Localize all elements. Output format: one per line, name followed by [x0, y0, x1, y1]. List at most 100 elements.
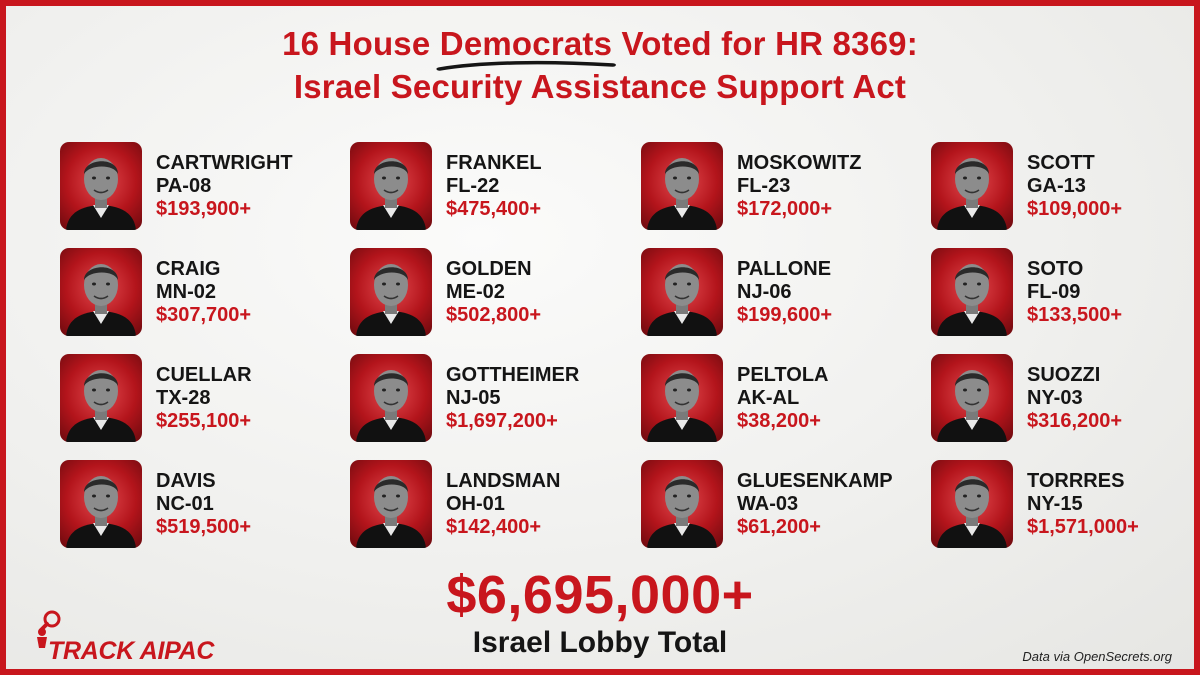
- representative-card: CARTWRIGHT PA-08 $193,900+: [60, 142, 340, 234]
- representative-name: CRAIG: [156, 258, 221, 280]
- representative-card: PALLONE NJ-06 $199,600+: [641, 248, 921, 340]
- representative-amount: $1,571,000+: [1027, 516, 1139, 538]
- portrait-silhouette-icon: [66, 264, 136, 336]
- representative-district: FL-23: [737, 175, 791, 197]
- representative-info: GOLDEN ME-02 $502,800+: [446, 258, 541, 327]
- representative-amount: $519,500+: [156, 516, 252, 538]
- portrait-photo: [350, 142, 432, 230]
- representative-card: CUELLAR TX-28 $255,100+: [60, 354, 340, 446]
- portrait-photo: [641, 460, 723, 548]
- representative-district: PA-08: [156, 175, 212, 197]
- portrait-silhouette-icon: [647, 158, 717, 230]
- portrait-photo: [641, 354, 723, 442]
- portrait-silhouette-icon: [356, 158, 426, 230]
- portrait-silhouette-icon: [937, 264, 1007, 336]
- portrait-photo: [350, 354, 432, 442]
- person-magnifier-icon: [37, 610, 61, 648]
- total-label: Israel Lobby Total: [472, 626, 728, 659]
- representative-district: TX-28: [156, 387, 211, 409]
- representative-district: NC-01: [156, 493, 214, 515]
- portrait-photo: [931, 248, 1013, 336]
- representative-district: MN-02: [156, 281, 217, 303]
- representative-card: MOSKOWITZ FL-23 $172,000+: [641, 142, 921, 234]
- representative-info: DAVIS NC-01 $519,500+: [156, 470, 251, 539]
- representative-info: SOTO FL-09 $133,500+: [1027, 258, 1122, 327]
- representative-amount: $475,400+: [446, 198, 542, 220]
- portrait-silhouette-icon: [356, 370, 426, 442]
- representative-card: TORRRES NY-15 $1,571,000+: [931, 460, 1194, 552]
- representative-district: OH-01: [446, 493, 505, 515]
- representative-name: TORRRES: [1027, 470, 1125, 492]
- representative-amount: $502,800+: [446, 304, 542, 326]
- representative-card: PELTOLA AK-AL $38,200+: [641, 354, 921, 446]
- representative-info: CUELLAR TX-28 $255,100+: [156, 364, 252, 433]
- representative-district: WA-03: [737, 493, 799, 515]
- representative-name: PALLONE: [737, 258, 832, 280]
- representative-district: NY-15: [1027, 493, 1083, 515]
- representative-info: CRAIG MN-02 $307,700+: [156, 258, 251, 327]
- representative-info: PALLONE NJ-06 $199,600+: [737, 258, 832, 327]
- representative-info: TORRRES NY-15 $1,571,000+: [1027, 470, 1139, 539]
- portrait-photo: [60, 142, 142, 230]
- track-aipac-logo: TRACK AIPAC: [32, 610, 232, 666]
- logo-text: TRACK AIPAC: [48, 637, 215, 665]
- representative-amount: $193,900+: [156, 198, 252, 220]
- representative-name: MOSKOWITZ: [737, 152, 862, 174]
- representative-card: SCOTT GA-13 $109,000+: [931, 142, 1194, 234]
- portrait-photo: [641, 248, 723, 336]
- portrait-photo: [931, 460, 1013, 548]
- representative-district: NJ-05: [446, 387, 501, 409]
- portrait-silhouette-icon: [937, 370, 1007, 442]
- representative-info: LANDSMAN OH-01 $142,400+: [446, 470, 560, 539]
- portrait-photo: [60, 460, 142, 548]
- portrait-silhouette-icon: [937, 158, 1007, 230]
- representative-amount: $133,500+: [1027, 304, 1123, 326]
- portrait-photo: [350, 248, 432, 336]
- representative-card: DAVIS NC-01 $519,500+: [60, 460, 340, 552]
- headline-line-1: 16 House Democrats Voted for HR 8369:: [6, 22, 1194, 71]
- headline-highlight-text: Democrats: [439, 25, 613, 62]
- data-source: Data via OpenSecrets.org: [1022, 649, 1172, 664]
- representative-card: GOTTHEIMER NJ-05 $1,697,200+: [350, 354, 630, 446]
- headline-prefix: 16 House: [282, 25, 440, 62]
- representative-info: GLUESENKAMP WA-03 $61,200+: [737, 470, 893, 539]
- representative-amount: $172,000+: [737, 198, 833, 220]
- representative-info: FRANKEL FL-22 $475,400+: [446, 152, 542, 221]
- representative-name: PELTOLA: [737, 364, 829, 386]
- headline-line-2: Israel Security Assistance Support Act: [293, 68, 907, 105]
- representative-card: LANDSMAN OH-01 $142,400+: [350, 460, 630, 552]
- portrait-silhouette-icon: [647, 370, 717, 442]
- representative-card: GOLDEN ME-02 $502,800+: [350, 248, 630, 340]
- representative-card: SOTO FL-09 $133,500+: [931, 248, 1194, 340]
- brush-underline-icon: [436, 60, 616, 71]
- portrait-photo: [931, 142, 1013, 230]
- representative-name: GOLDEN: [446, 258, 532, 280]
- portrait-silhouette-icon: [66, 370, 136, 442]
- representative-card: CRAIG MN-02 $307,700+: [60, 248, 340, 340]
- portrait-photo: [350, 460, 432, 548]
- representative-amount: $307,700+: [156, 304, 252, 326]
- representative-info: GOTTHEIMER NJ-05 $1,697,200+: [446, 364, 579, 433]
- representative-card: GLUESENKAMP WA-03 $61,200+: [641, 460, 921, 552]
- portrait-photo: [60, 248, 142, 336]
- portrait-silhouette-icon: [356, 264, 426, 336]
- representative-amount: $61,200+: [737, 516, 821, 538]
- representative-name: CUELLAR: [156, 364, 252, 386]
- headline-suffix: Voted for HR 8369:: [612, 25, 918, 62]
- portrait-silhouette-icon: [66, 476, 136, 548]
- portrait-silhouette-icon: [647, 476, 717, 548]
- portrait-silhouette-icon: [937, 476, 1007, 548]
- representative-name: DAVIS: [156, 470, 216, 492]
- representative-name: SOTO: [1027, 258, 1084, 280]
- representative-amount: $255,100+: [156, 410, 252, 432]
- representative-district: ME-02: [446, 281, 505, 303]
- representative-amount: $1,697,200+: [446, 410, 558, 432]
- representative-name: SCOTT: [1027, 152, 1095, 174]
- representative-name: FRANKEL: [446, 152, 542, 174]
- representative-card: FRANKEL FL-22 $475,400+: [350, 142, 630, 234]
- representative-district: GA-13: [1027, 175, 1086, 197]
- representative-district: FL-09: [1027, 281, 1081, 303]
- representative-name: LANDSMAN: [446, 470, 561, 492]
- total-section: $6,695,000+ Israel Lobby Total: [6, 566, 1194, 660]
- representative-amount: $316,200+: [1027, 410, 1123, 432]
